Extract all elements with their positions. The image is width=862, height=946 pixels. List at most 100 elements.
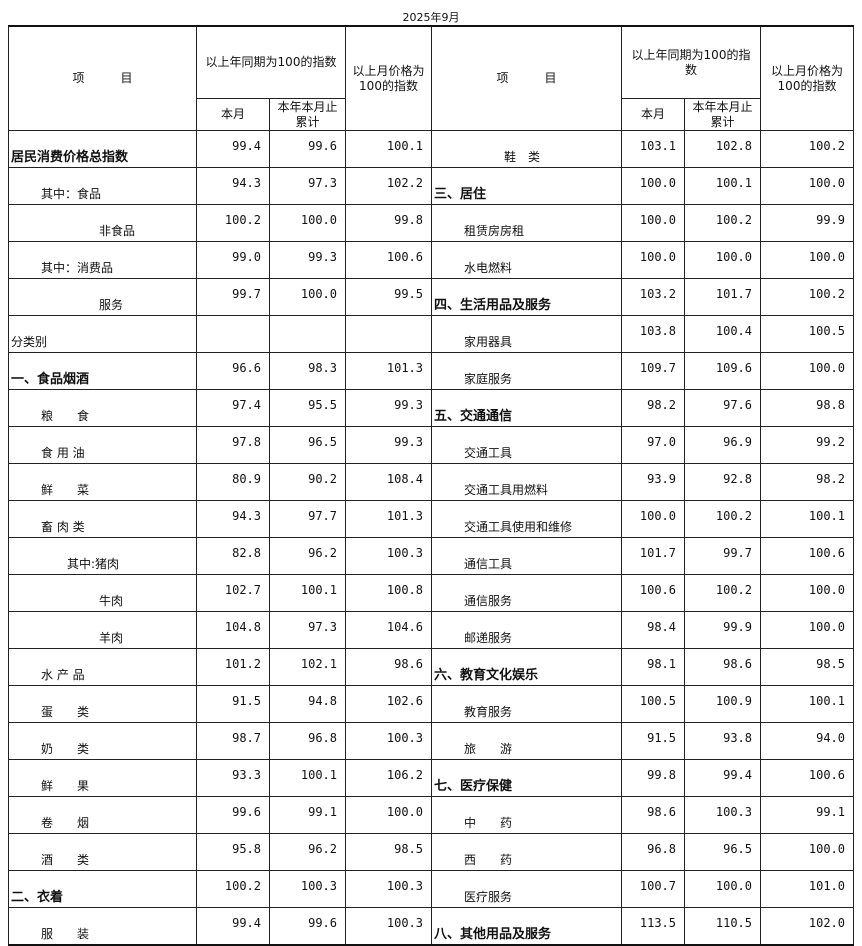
ytd-value: 100.9: [684, 685, 761, 723]
mom-value: 100.0: [760, 833, 854, 871]
item-label-left: 居民消费价格总指数: [8, 130, 197, 168]
table-row: 酒 类 95.8 96.2 98.5 西 药 96.8 96.5 100.0: [8, 833, 854, 871]
this-month-value: 98.2: [621, 389, 685, 427]
mom-value: 98.5: [345, 833, 432, 871]
this-month-value: 98.1: [621, 648, 685, 686]
table-row: 非食品 100.2 100.0 99.8 租赁房房租 100.0 100.2 99.9: [8, 204, 854, 242]
item-label-left: 分类别: [8, 315, 197, 353]
ytd-value: 99.1: [269, 796, 346, 834]
this-month-value: 97.8: [196, 426, 270, 464]
ytd-value: 100.4: [684, 315, 761, 353]
item-label-left: 卷 烟: [8, 796, 197, 834]
this-month-value: 100.5: [621, 685, 685, 723]
this-month-value: 93.9: [621, 463, 685, 501]
ytd-value: 99.6: [269, 130, 346, 168]
ytd-value: 100.1: [684, 167, 761, 205]
this-month-value: 100.7: [621, 870, 685, 908]
mom-value: 108.4: [345, 463, 432, 501]
mom-value: 100.6: [760, 759, 854, 797]
item-label-left: 奶 类: [8, 722, 197, 760]
mom-value: 102.6: [345, 685, 432, 723]
item-label-left: 其中：消费品: [8, 241, 197, 279]
item-label-right: 鞋 类: [431, 130, 622, 168]
ytd-value: 100.0: [684, 241, 761, 279]
mom-value: 102.0: [760, 907, 854, 946]
header-yoy-right: 以上年同期为100的指数: [621, 25, 761, 99]
ytd-value: 102.1: [269, 648, 346, 686]
item-label-left: 二、衣着: [8, 870, 197, 908]
mom-value: 104.6: [345, 611, 432, 649]
ytd-value: 100.0: [269, 278, 346, 316]
mom-value: 100.3: [345, 722, 432, 760]
ytd-value: 96.8: [269, 722, 346, 760]
ytd-value: 99.9: [684, 611, 761, 649]
this-month-value: 91.5: [621, 722, 685, 760]
ytd-value: 97.3: [269, 167, 346, 205]
mom-value: 98.6: [345, 648, 432, 686]
this-month-value: 80.9: [196, 463, 270, 501]
mom-value: 100.8: [345, 574, 432, 612]
ytd-value: 94.8: [269, 685, 346, 723]
table-row: 蛋 类 91.5 94.8 102.6 教育服务 100.5 100.9 100.1: [8, 685, 854, 723]
table-row: 水 产 品 101.2 102.1 98.6 六、教育文化娱乐 98.1 98.6 98.5: [8, 648, 854, 686]
this-month-value: 99.6: [196, 796, 270, 834]
header-this-month-right: 本月: [621, 98, 685, 131]
mom-value: 100.0: [760, 241, 854, 279]
ytd-value: 96.2: [269, 537, 346, 575]
table-row: 畜 肉 类 94.3 97.7 101.3 交通工具使用和维修 100.0 100.2 100…: [8, 500, 854, 538]
mom-value: 100.5: [760, 315, 854, 353]
this-month-value: 97.4: [196, 389, 270, 427]
item-label-right: 家庭服务: [431, 352, 622, 390]
ytd-value: 96.2: [269, 833, 346, 871]
table-row: 服 装 99.4 99.6 100.3 八、其他用品及服务 113.5 110.5 102.0: [8, 907, 854, 946]
item-label-right: 五、交通通信: [431, 389, 622, 427]
this-month-value: 99.4: [196, 130, 270, 168]
this-month-value: 100.6: [621, 574, 685, 612]
item-label-right: 西 药: [431, 833, 622, 871]
ytd-value: 97.7: [269, 500, 346, 538]
this-month-value: 96.6: [196, 352, 270, 390]
ytd-value: 95.5: [269, 389, 346, 427]
mom-value: 100.0: [760, 167, 854, 205]
this-month-value: 94.3: [196, 500, 270, 538]
header-mom-right: 以上月价格为100的指数: [760, 25, 854, 131]
mom-value: 100.1: [760, 500, 854, 538]
ytd-value: 100.2: [684, 204, 761, 242]
header-this-month-left: 本月: [196, 98, 270, 131]
ytd-value: 110.5: [684, 907, 761, 946]
ytd-value: 93.8: [684, 722, 761, 760]
header-item-left: 项 目: [8, 25, 197, 131]
item-label-left: 食 用 油: [8, 426, 197, 464]
mom-value: 100.0: [760, 611, 854, 649]
mom-value: 101.3: [345, 500, 432, 538]
table-row: 居民消费价格总指数 99.4 99.6 100.1 鞋 类 103.1 102.8 100.2: [8, 130, 854, 168]
ytd-value: 109.6: [684, 352, 761, 390]
ytd-value: 99.6: [269, 907, 346, 946]
this-month-value: 104.8: [196, 611, 270, 649]
this-month-value: 100.0: [621, 204, 685, 242]
table-row: 其中：食品 94.3 97.3 102.2 三、居住 100.0 100.1 100.0: [8, 167, 854, 205]
ytd-value: 100.3: [684, 796, 761, 834]
item-label-right: 交通工具: [431, 426, 622, 464]
item-label-right: 教育服务: [431, 685, 622, 723]
this-month-value: 113.5: [621, 907, 685, 946]
this-month-value: 103.1: [621, 130, 685, 168]
ytd-value: 99.7: [684, 537, 761, 575]
mom-value: 98.5: [760, 648, 854, 686]
this-month-value: 98.4: [621, 611, 685, 649]
this-month-value: 103.2: [621, 278, 685, 316]
item-label-right: 邮递服务: [431, 611, 622, 649]
ytd-value: 96.5: [269, 426, 346, 464]
ytd-value: 97.6: [684, 389, 761, 427]
mom-value: 99.5: [345, 278, 432, 316]
mom-value: 99.8: [345, 204, 432, 242]
mom-value: 100.6: [760, 537, 854, 575]
mom-value: 100.2: [760, 130, 854, 168]
item-label-right: 租赁房房租: [431, 204, 622, 242]
item-label-left: 其中：食品: [8, 167, 197, 205]
ytd-value: 92.8: [684, 463, 761, 501]
table-row: 羊肉 104.8 97.3 104.6 邮递服务 98.4 99.9 100.0: [8, 611, 854, 649]
mom-value: 100.1: [345, 130, 432, 168]
ytd-value: 100.1: [269, 759, 346, 797]
this-month-value: 102.7: [196, 574, 270, 612]
